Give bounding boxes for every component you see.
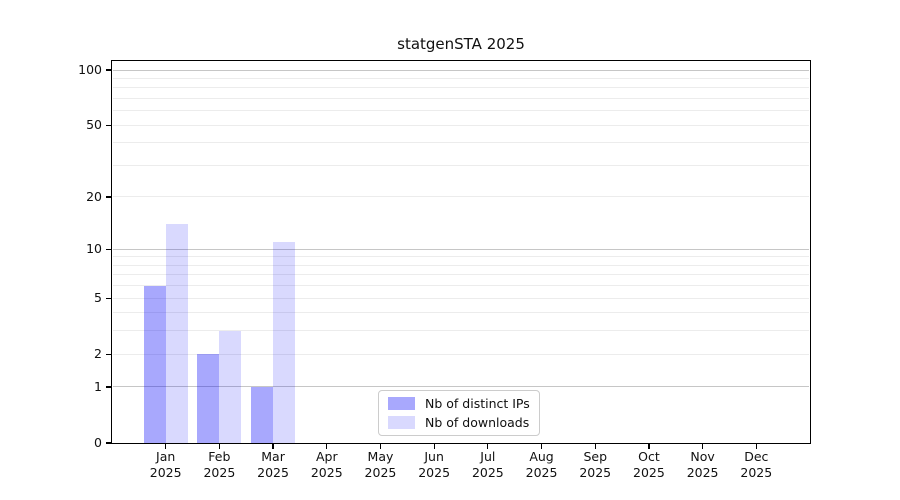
x-tick-month: Aug (529, 449, 554, 464)
x-tick-month: Apr (315, 449, 338, 464)
y-tick-label-10: 10 (86, 241, 102, 257)
x-tick-year: 2025 (525, 464, 558, 480)
y-tick-mark (106, 124, 111, 126)
x-tick-month: Oct (638, 449, 660, 464)
y-gridline-minor (113, 274, 809, 276)
x-tick-year: 2025 (418, 464, 451, 480)
y-gridline-major (113, 248, 809, 250)
bar-distinct-ips-jan (143, 285, 166, 443)
y-gridline-major (113, 386, 809, 388)
x-tick-label-jul: Jul 2025 (456, 449, 520, 480)
y-gridline-minor (113, 330, 809, 332)
y-tick-mark (106, 353, 111, 355)
x-tick-month: Jan (156, 449, 176, 464)
x-tick-month: Jul (480, 449, 496, 464)
legend-row-distinct-ips: Nb of distinct IPs (388, 396, 530, 411)
y-tick-label-100: 100 (78, 62, 102, 77)
x-tick-mark (272, 444, 274, 449)
x-tick-year: 2025 (257, 464, 289, 480)
legend-row-downloads: Nb of downloads (388, 415, 530, 430)
x-tick-mark (433, 444, 435, 449)
legend-swatch-distinct-ips (388, 397, 415, 410)
x-tick-year: 2025 (471, 464, 504, 480)
x-tick-month: Nov (690, 449, 715, 464)
y-gridline-minor (113, 312, 809, 314)
x-tick-year: 2025 (633, 464, 665, 480)
x-tick-mark (702, 444, 704, 449)
x-tick-mark (218, 444, 220, 449)
y-gridline-minor (113, 97, 809, 99)
y-gridline-minor (113, 87, 809, 89)
x-tick-label-nov: Nov 2025 (671, 449, 735, 480)
x-tick-month: May (367, 449, 394, 464)
bar-distinct-ips-mar (251, 386, 274, 443)
x-tick-year: 2025 (310, 464, 343, 480)
x-tick-year: 2025 (149, 464, 182, 480)
y-gridline-minor (113, 256, 809, 258)
bar-distinct-ips-feb (197, 354, 220, 443)
x-tick-year: 2025 (686, 464, 719, 480)
legend-label-distinct-ips: Nb of distinct IPs (425, 396, 530, 411)
x-tick-label-jan: Jan 2025 (134, 449, 198, 480)
x-tick-mark (487, 444, 489, 449)
x-tick-label-dec: Dec 2025 (724, 449, 788, 480)
bar-downloads-feb (219, 330, 242, 443)
x-tick-month: Dec (744, 449, 769, 464)
x-tick-year: 2025 (364, 464, 397, 480)
y-gridline-minor (113, 110, 809, 112)
x-tick-label-aug: Aug 2025 (510, 449, 574, 480)
x-tick-mark (326, 444, 328, 449)
x-tick-label-mar: Mar 2025 (241, 449, 305, 480)
x-tick-label-apr: Apr 2025 (295, 449, 359, 480)
y-tick-mark (106, 386, 111, 388)
legend: Nb of distinct IPs Nb of downloads (378, 390, 540, 436)
y-tick-mark (106, 297, 111, 299)
x-tick-year: 2025 (740, 464, 773, 480)
x-tick-mark (165, 444, 167, 449)
legend-label-downloads: Nb of downloads (425, 415, 530, 430)
y-gridline-minor (113, 164, 809, 166)
y-tick-label-2: 2 (94, 346, 102, 362)
y-tick-mark (106, 248, 111, 250)
y-tick-mark (106, 69, 111, 71)
x-tick-mark (755, 444, 757, 449)
x-tick-mark (379, 444, 382, 449)
x-tick-month: Feb (208, 449, 231, 464)
chart-title: statgenSTA 2025 (397, 35, 525, 53)
y-gridline-minor (113, 285, 809, 287)
x-tick-month: Sep (583, 449, 607, 464)
x-tick-label-sep: Sep 2025 (563, 449, 627, 480)
x-tick-mark (648, 444, 650, 449)
y-tick-label-20: 20 (86, 188, 102, 204)
legend-swatch-downloads (388, 416, 415, 429)
bar-downloads-jan (165, 224, 188, 443)
x-tick-label-jun: Jun 2025 (402, 449, 466, 480)
y-gridline-minor (113, 124, 809, 126)
y-gridline-minor (113, 196, 809, 198)
y-gridline-minor (113, 77, 809, 79)
bar-downloads-mar (273, 242, 296, 443)
x-tick-month: Jun (424, 449, 444, 464)
y-tick-label-1: 1 (94, 378, 102, 394)
x-tick-year: 2025 (579, 464, 612, 480)
x-tick-month: Mar (261, 449, 285, 464)
x-tick-mark (594, 444, 596, 449)
y-tick-label-5: 5 (94, 290, 102, 306)
x-tick-label-oct: Oct 2025 (617, 449, 681, 480)
y-gridline-minor (113, 353, 809, 355)
y-gridline-minor (113, 264, 809, 266)
y-gridline-major (113, 69, 809, 71)
y-tick-mark (106, 442, 111, 444)
y-tick-mark (106, 196, 111, 198)
y-tick-label-0: 0 (94, 435, 102, 450)
y-gridline-minor (113, 142, 809, 144)
y-gridline-minor (113, 297, 809, 299)
x-tick-mark (540, 444, 543, 449)
x-tick-label-may: May 2025 (348, 449, 412, 480)
x-tick-label-feb: Feb 2025 (187, 449, 251, 480)
y-tick-label-50: 50 (86, 117, 102, 133)
x-tick-year: 2025 (203, 464, 236, 480)
